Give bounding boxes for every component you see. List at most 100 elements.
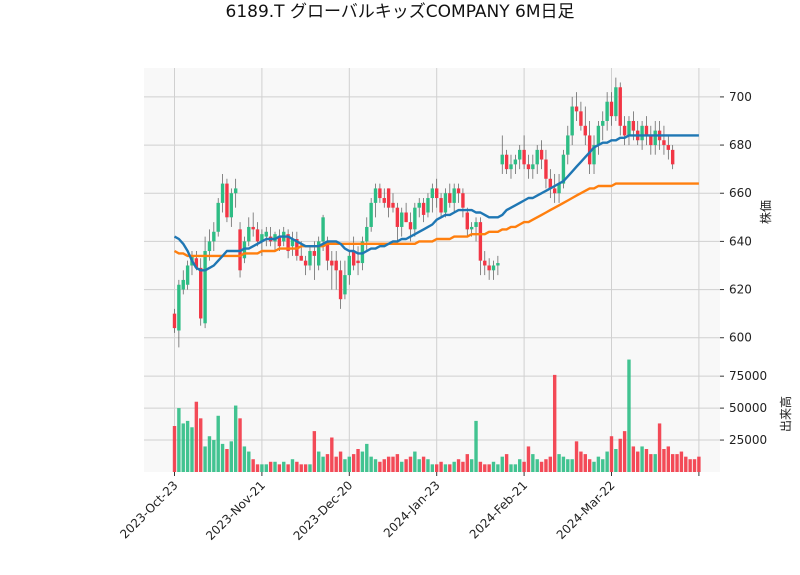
candle-body xyxy=(194,258,199,268)
volume-bar xyxy=(666,446,671,472)
volume-bar xyxy=(491,461,496,472)
candle-body xyxy=(185,265,190,285)
candle-body xyxy=(338,270,343,300)
volume-bar xyxy=(587,459,592,472)
volume-bar xyxy=(199,418,203,472)
candle-body xyxy=(229,193,234,218)
volume-bar xyxy=(299,464,303,472)
candle-body xyxy=(172,313,177,329)
volume-bar xyxy=(255,464,260,472)
volume-bar xyxy=(452,461,456,472)
candle-body xyxy=(347,255,351,276)
volume-bar xyxy=(644,449,649,472)
candle-body xyxy=(509,164,513,170)
candle-body xyxy=(609,101,614,117)
candle-body xyxy=(570,106,574,136)
x-tick-label: 2024-Feb-21 xyxy=(467,478,530,541)
volume-bar xyxy=(675,454,679,472)
candle-body xyxy=(592,145,596,165)
candle-body xyxy=(644,125,649,136)
candle-body xyxy=(277,236,282,247)
volume-bar xyxy=(308,464,312,472)
volume-bar xyxy=(325,454,330,472)
candle-body xyxy=(618,87,622,126)
candle-body xyxy=(500,154,504,165)
volume-bar xyxy=(688,459,692,472)
volume-bar xyxy=(548,456,553,472)
candle-body xyxy=(207,241,212,252)
volume-bar xyxy=(692,459,697,472)
candle-body xyxy=(430,188,435,199)
volume-bar xyxy=(657,423,662,472)
volume-bar xyxy=(360,451,365,472)
candle-body xyxy=(220,183,225,203)
candle-body xyxy=(421,202,426,215)
volume-bar xyxy=(216,415,220,472)
candle-body xyxy=(373,188,378,203)
volume-bar xyxy=(679,451,684,472)
candle-body xyxy=(365,226,369,242)
candle-body xyxy=(334,260,338,271)
volume-bar xyxy=(579,451,583,472)
volume-bar xyxy=(465,454,469,472)
volume-bar xyxy=(448,464,452,472)
volume-bar xyxy=(539,461,544,472)
volume-bar xyxy=(570,459,574,472)
candle-body xyxy=(487,265,491,271)
candle-body xyxy=(474,222,478,227)
volume-bar xyxy=(303,464,308,472)
candle-body xyxy=(557,183,561,194)
candle-body xyxy=(255,229,260,242)
x-tick-label: 2023-Nov-21 xyxy=(203,478,268,543)
volume-bar xyxy=(400,461,404,472)
volume-bar xyxy=(351,454,356,472)
volume-bar xyxy=(636,451,640,472)
volume-bar xyxy=(282,461,286,472)
volume-bar xyxy=(461,461,465,472)
volume-bar xyxy=(684,456,688,472)
candle-body xyxy=(404,212,408,223)
candle-body xyxy=(513,159,518,165)
volume-bar xyxy=(264,464,268,472)
candle-body xyxy=(561,154,566,184)
volume-bar xyxy=(378,461,382,472)
candle-body xyxy=(491,265,496,271)
candle-body xyxy=(212,231,216,242)
volume-bar xyxy=(417,459,421,472)
chart-title: 6189.T グローバルキッズCOMPANY 6M日足 xyxy=(225,2,575,22)
price-tick-label: 660 xyxy=(729,186,752,200)
candle-body xyxy=(391,202,395,208)
volume-bar xyxy=(242,446,247,472)
volume-bar xyxy=(356,449,360,472)
volume-bar xyxy=(504,454,509,472)
volume-bar xyxy=(609,436,614,472)
volume-bar xyxy=(225,449,229,472)
volume-bar xyxy=(386,456,391,472)
candle-body xyxy=(522,149,526,165)
candle-body xyxy=(439,198,443,213)
volume-bar xyxy=(627,359,631,472)
candle-body xyxy=(496,263,500,266)
x-tick-label: 2024-Mar-22 xyxy=(554,478,618,542)
candle-body xyxy=(614,87,618,117)
moving-average-short-line xyxy=(173,134,699,272)
candle-body xyxy=(264,231,268,237)
volume-tick-label: 75000 xyxy=(729,369,767,383)
candle-body xyxy=(225,183,229,218)
volume-bar xyxy=(435,464,439,472)
candle-body xyxy=(199,267,203,319)
volume-bar xyxy=(487,464,491,472)
candle-body xyxy=(286,234,290,252)
candle-body xyxy=(260,234,264,242)
candle-body xyxy=(395,207,400,227)
volume-bar xyxy=(509,464,513,472)
candle-body xyxy=(478,222,483,261)
volume-bar xyxy=(391,456,395,472)
volume-bar xyxy=(622,431,627,472)
volume-bar xyxy=(670,454,675,472)
volume-bar xyxy=(526,446,531,472)
candle-body xyxy=(369,202,373,227)
volume-bar xyxy=(483,464,487,472)
volume-bar xyxy=(273,461,277,472)
